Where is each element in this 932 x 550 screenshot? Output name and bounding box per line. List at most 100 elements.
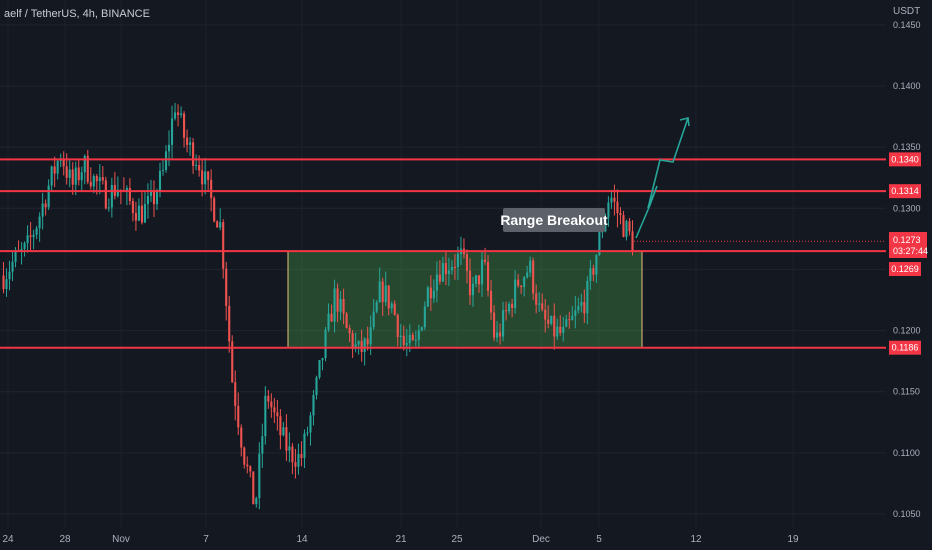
candle-body [631, 231, 634, 251]
candle-body [183, 113, 186, 138]
candle-body [92, 176, 95, 187]
candle-body [32, 234, 35, 237]
candle-body [453, 266, 456, 268]
candle-body [261, 436, 264, 454]
candle-body [390, 303, 393, 309]
candle-body [571, 315, 574, 320]
candle-body [417, 330, 420, 340]
candle-body [98, 177, 101, 182]
candle-body [366, 338, 369, 345]
candle-body [86, 155, 89, 182]
candle-body [333, 288, 336, 322]
candle-body [595, 254, 598, 275]
candle-body [363, 338, 366, 353]
candle-body [547, 319, 550, 324]
candle-body [580, 302, 583, 306]
level-tag [889, 262, 921, 276]
candle-body [204, 171, 207, 185]
candle-body [483, 259, 487, 262]
candle-body [35, 228, 38, 235]
candle-body [598, 232, 601, 255]
candle-body [526, 272, 529, 278]
levels-layer [0, 158, 886, 349]
candle-body [523, 277, 526, 288]
candle-body [345, 313, 348, 328]
candle-body [143, 204, 147, 223]
candle-body [508, 303, 511, 312]
candle-body [342, 299, 345, 314]
candle-body [201, 170, 204, 185]
candle-body [243, 447, 246, 465]
candle-body [38, 216, 41, 229]
projection-arrow-layer [635, 117, 690, 239]
price-tick-label: 0.1150 [893, 387, 920, 397]
candle-body [273, 407, 276, 413]
candle-body [137, 205, 140, 221]
time-axis[interactable]: 24 28 Nov 7 14 21 25 Dec 5 12 19 [2, 534, 799, 545]
candle-body [381, 281, 384, 303]
candle-body [219, 222, 222, 228]
candle-body [5, 279, 8, 289]
candle-body [20, 249, 23, 251]
candle-body [324, 329, 327, 359]
candle-body [29, 235, 32, 237]
candle-body [321, 358, 324, 361]
candle-body [471, 283, 475, 296]
candle-body [101, 177, 104, 181]
candle-body [177, 112, 180, 116]
candle-body [158, 170, 162, 193]
candle-body [387, 285, 390, 309]
candle-body [384, 285, 387, 303]
candle-body [502, 310, 505, 337]
candle-body [23, 243, 26, 250]
candle-body [249, 466, 252, 472]
range-box [287, 250, 643, 349]
candle-body [514, 279, 517, 309]
candle-body [71, 169, 74, 185]
candle-body [517, 279, 520, 286]
candle-body [246, 464, 249, 467]
candle-body [198, 165, 201, 171]
candle-body [146, 195, 150, 205]
candle-body [604, 217, 607, 232]
candle-body [505, 310, 508, 312]
candle-body [447, 270, 450, 275]
time-tick-label: 12 [690, 534, 702, 545]
candle-body [297, 454, 300, 467]
candle-body [192, 142, 195, 166]
candle-body [625, 221, 628, 237]
candle-body [532, 260, 535, 294]
level-tag-label: 0.1340 [891, 154, 919, 164]
candle-body [499, 332, 502, 337]
candle-body [577, 305, 580, 311]
candle-body [152, 191, 156, 205]
candle-body [303, 433, 306, 458]
candle-body [348, 327, 351, 334]
candle-body [535, 293, 538, 305]
candle-body [465, 254, 469, 271]
countdown-label: 03:27:44 [893, 246, 928, 256]
candle-body [610, 197, 613, 203]
time-tick-label: Nov [112, 534, 130, 545]
candle-body [77, 167, 80, 181]
candle-body [556, 326, 559, 337]
annotation-layer: Range Breakout [500, 208, 608, 232]
candle-body [399, 335, 402, 337]
time-tick-label: 5 [596, 534, 602, 545]
candle-body [405, 343, 408, 345]
candle-body [351, 333, 354, 349]
candle-body [541, 303, 544, 310]
candle-body [89, 181, 92, 187]
candle-body [628, 221, 631, 232]
price-tick-label: 0.1400 [893, 81, 921, 91]
candle-body [360, 341, 363, 353]
candle-body [258, 453, 261, 498]
time-tick-label: 25 [451, 534, 463, 545]
candle-body [267, 395, 270, 402]
candle-body [474, 275, 478, 284]
candle-body [207, 171, 210, 180]
candle-body [222, 222, 225, 269]
candle-body [486, 261, 490, 291]
candle-body [8, 271, 11, 280]
